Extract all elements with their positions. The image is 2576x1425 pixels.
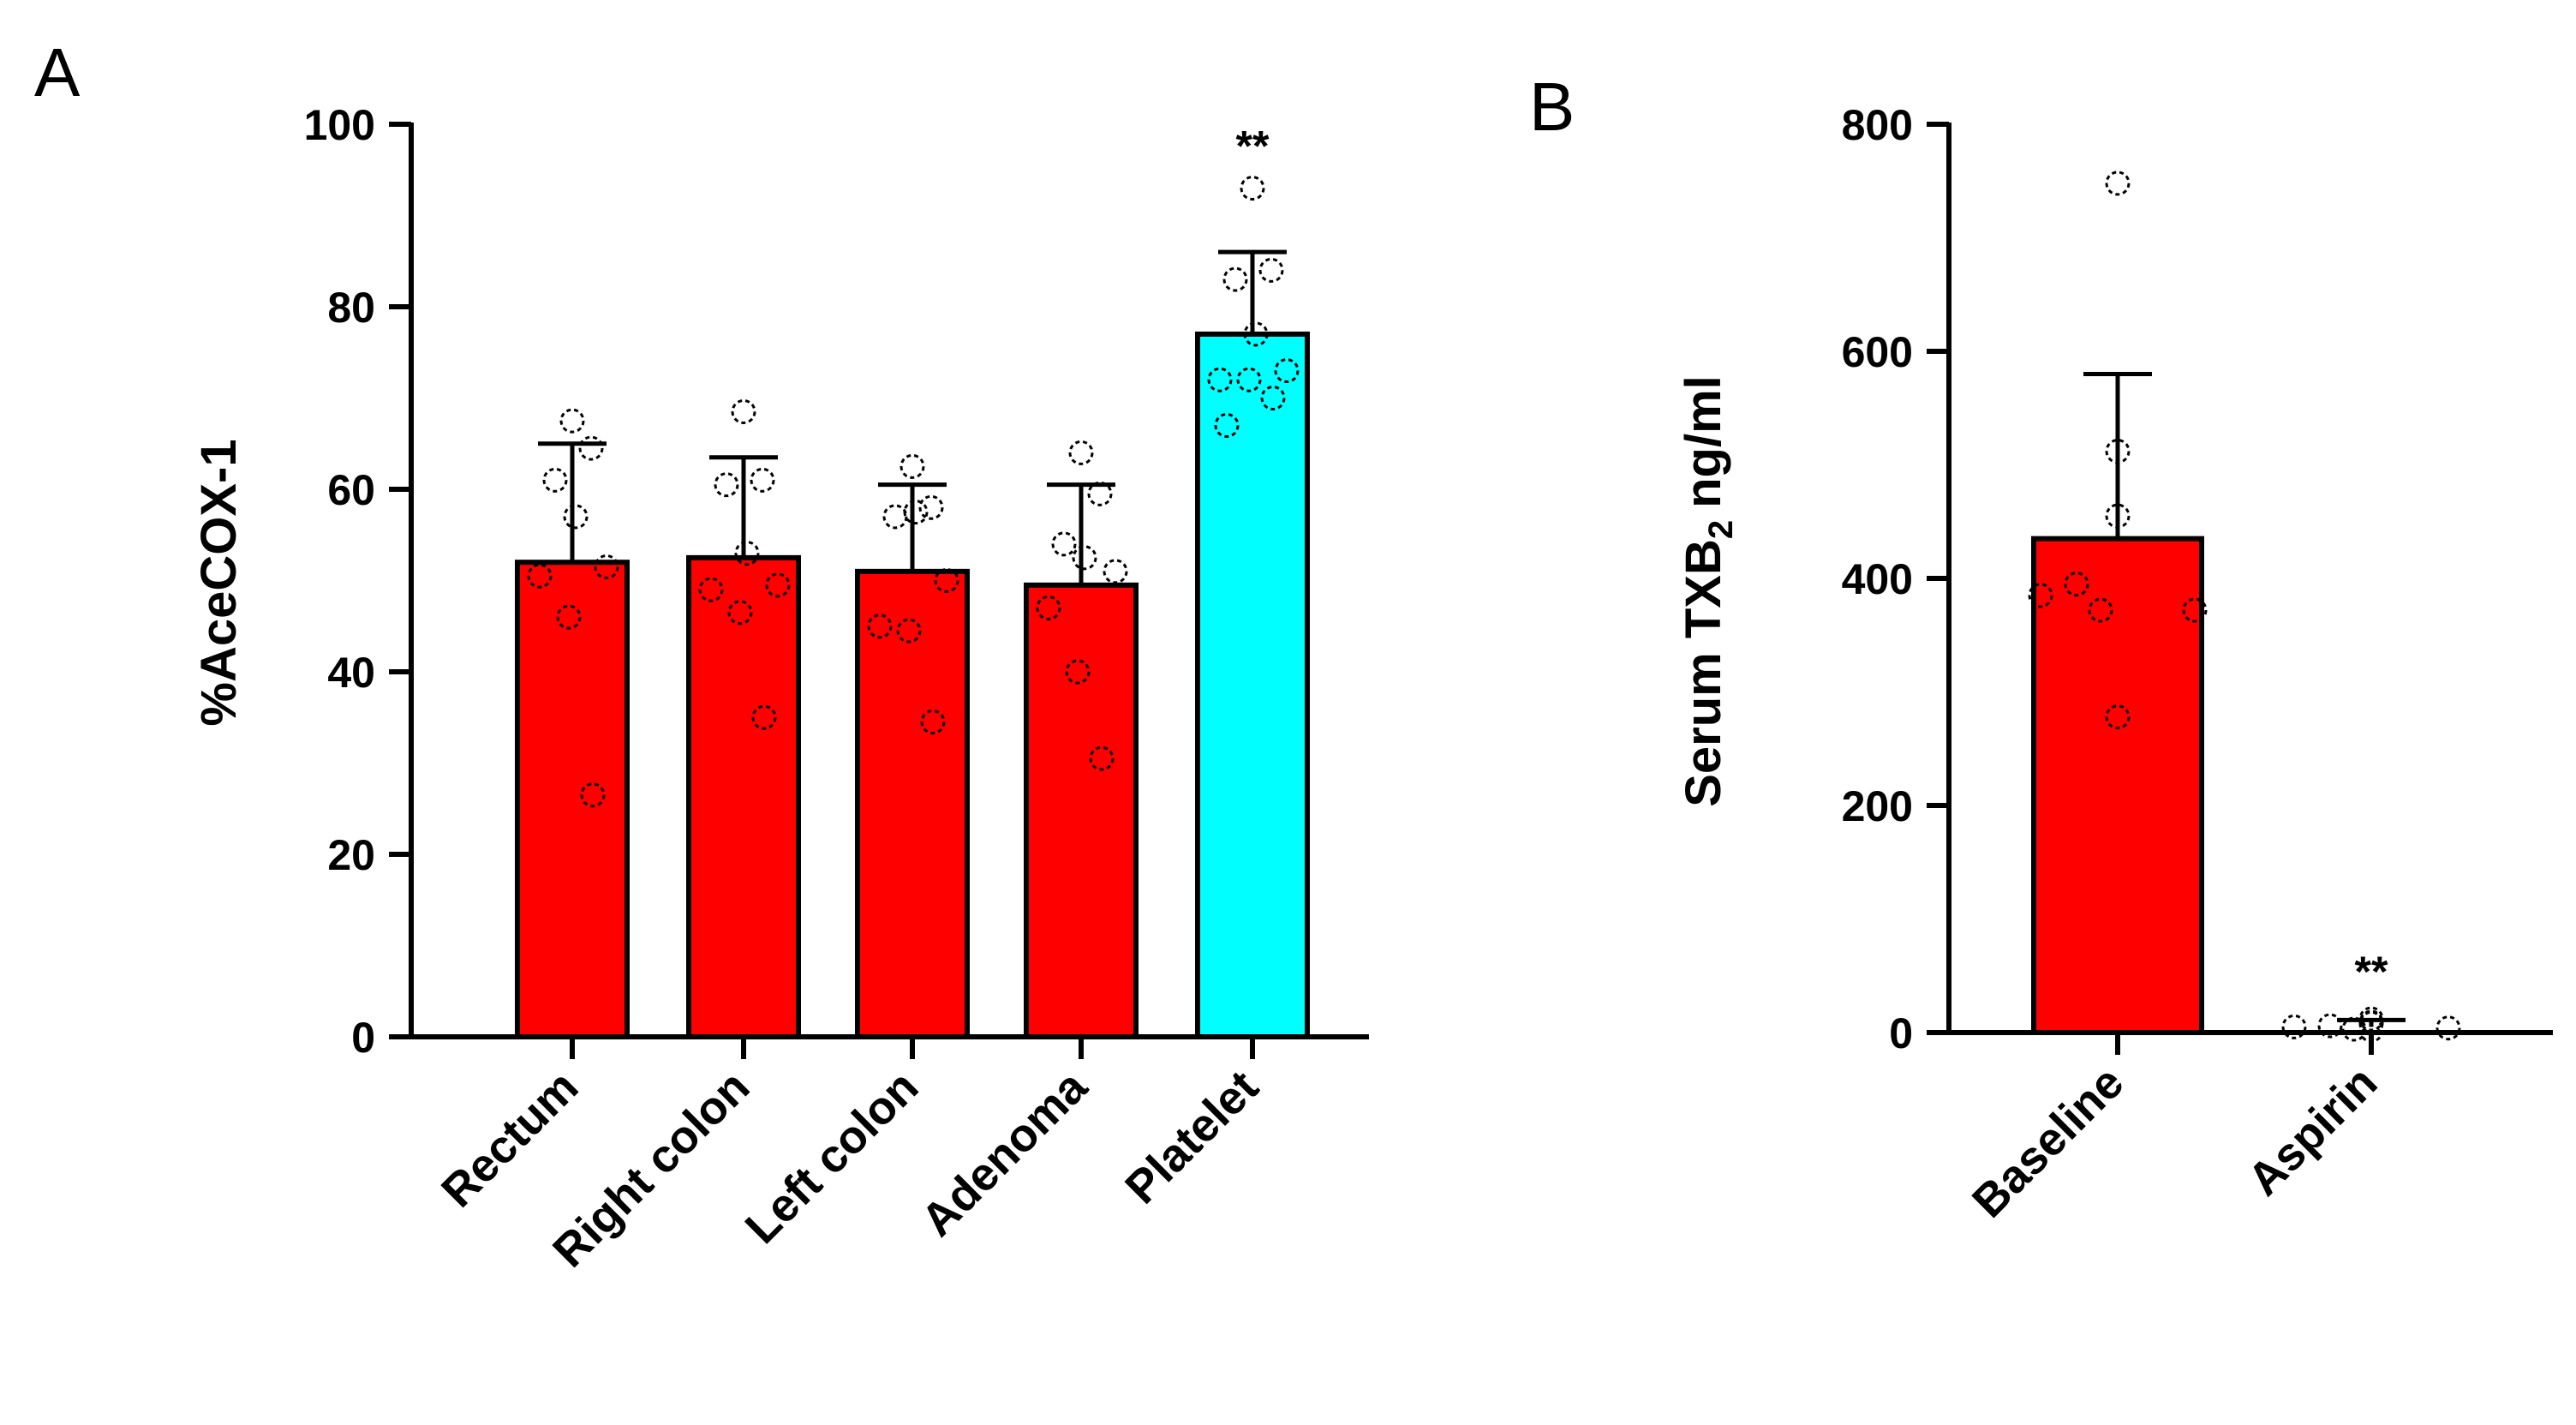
b-data-point-0-1 (2105, 439, 2131, 464)
a-x-tick-label-3: Adenoma (911, 1060, 1097, 1246)
a-data-point-3-7 (1089, 745, 1115, 771)
a-data-point-2-2 (882, 504, 908, 530)
a-data-point-1-7 (751, 704, 777, 730)
b-significance-1: ** (2355, 948, 2388, 996)
a-data-point-0-7 (580, 782, 606, 808)
a-y-tick-label-3: 60 (327, 466, 375, 514)
a-data-point-1-2 (714, 472, 739, 498)
a-y-tick-label-2: 40 (327, 649, 375, 697)
a-x-tick-label-0: Rectum (432, 1061, 588, 1217)
a-data-point-3-0 (1068, 440, 1094, 465)
a-data-point-3-6 (1065, 659, 1091, 685)
a-data-point-4-7 (1260, 386, 1286, 410)
a-data-point-2-0 (900, 453, 925, 479)
b-data-point-1-6 (2341, 1016, 2367, 1042)
b-data-point-0-3 (2064, 572, 2089, 597)
a-data-point-2-7 (920, 710, 946, 735)
a-x-tick-label-2: Left colon (736, 1061, 929, 1254)
a-data-point-3-1 (1087, 481, 1113, 506)
b-data-point-0-5 (2182, 597, 2208, 623)
a-data-point-1-5 (698, 577, 724, 602)
b-bar-0 (2031, 536, 2204, 1035)
a-data-point-4-6 (1236, 367, 1262, 392)
a-bar-1 (686, 554, 801, 1039)
a-data-point-2-6 (896, 618, 922, 644)
a-data-point-1-0 (731, 398, 756, 424)
a-y-tick-label-0: 0 (351, 1014, 375, 1062)
a-data-point-4-3 (1243, 321, 1269, 347)
panel-b-y-axis-label: Serum TXB2 ng/ml (1676, 375, 1740, 807)
a-y-tick-label-1: 20 (327, 831, 375, 879)
a-data-point-3-3 (1072, 545, 1097, 571)
b-data-point-1-5 (2436, 1015, 2461, 1041)
a-data-point-0-4 (594, 554, 619, 580)
a-data-point-4-1 (1258, 257, 1284, 283)
b-data-point-1-4 (2281, 1014, 2307, 1039)
a-data-point-4-4 (1274, 358, 1300, 384)
a-data-point-0-5 (527, 563, 553, 589)
b-y-tick-label-3: 600 (1842, 328, 1913, 376)
a-data-point-2-1 (918, 494, 944, 520)
a-data-point-0-3 (563, 504, 589, 530)
b-x-tick-label-1: Aspirin (2238, 1057, 2388, 1206)
a-data-point-0-6 (556, 604, 582, 630)
b-data-point-0-7 (2105, 704, 2131, 730)
a-data-point-3-4 (1103, 559, 1128, 584)
a-bar-2 (855, 568, 970, 1039)
b-y-tick-label-4: 800 (1842, 101, 1913, 149)
panel-b-ylabel-main: Serum TXB (1676, 539, 1731, 807)
a-bar-4 (1195, 331, 1310, 1039)
b-data-point-0-6 (2088, 597, 2113, 623)
a-bar-3 (1024, 582, 1139, 1039)
a-y-tick-label-5: 100 (304, 101, 375, 149)
a-bar-0 (515, 560, 630, 1039)
a-y-tick-label-4: 80 (327, 284, 375, 332)
b-data-point-0-4 (2028, 583, 2053, 608)
b-y-tick-label-0: 0 (1889, 1009, 1913, 1057)
b-x-tick-label-0: Baseline (1963, 1057, 2133, 1227)
a-data-point-1-4 (765, 572, 791, 598)
a-data-point-1-6 (727, 600, 753, 626)
panel-b-ylabel-unit: ng/ml (1676, 375, 1731, 508)
a-significance-4: ** (1236, 123, 1270, 171)
panel-b-ylabel-subscript: 2 (1702, 520, 1740, 539)
a-data-point-1-1 (750, 467, 775, 493)
panel-a-letter: A (34, 34, 81, 111)
a-data-point-2-3 (903, 500, 929, 525)
b-data-point-0-0 (2105, 171, 2131, 196)
panel-b-chart: B Serum TXB2 ng/ml 0 200 400 600 800 Baseline A… (1529, 69, 2553, 1228)
a-data-point-0-1 (578, 435, 604, 461)
a-data-point-0-0 (559, 408, 585, 434)
a-data-point-4-0 (1240, 176, 1265, 201)
a-data-point-4-8 (1214, 412, 1240, 438)
b-y-tick-label-1: 200 (1842, 782, 1913, 830)
a-x-tick-label-4: Platelet (1115, 1061, 1268, 1213)
b-y-tick-label-2: 400 (1842, 555, 1913, 603)
b-data-point-0-2 (2105, 503, 2131, 529)
a-data-point-4-5 (1207, 367, 1233, 392)
a-data-point-4-2 (1222, 266, 1248, 292)
a-data-point-1-3 (734, 541, 760, 566)
a-data-point-3-5 (1036, 595, 1061, 620)
panel-a-y-axis-label: %AceCOX-1 (191, 439, 247, 726)
b-data-point-1-3 (2317, 1013, 2343, 1039)
a-data-point-2-4 (934, 568, 959, 593)
panel-b-letter: B (1529, 69, 1575, 145)
a-data-point-3-2 (1051, 531, 1077, 557)
a-data-point-0-2 (542, 467, 568, 493)
a-data-point-2-5 (867, 614, 893, 639)
